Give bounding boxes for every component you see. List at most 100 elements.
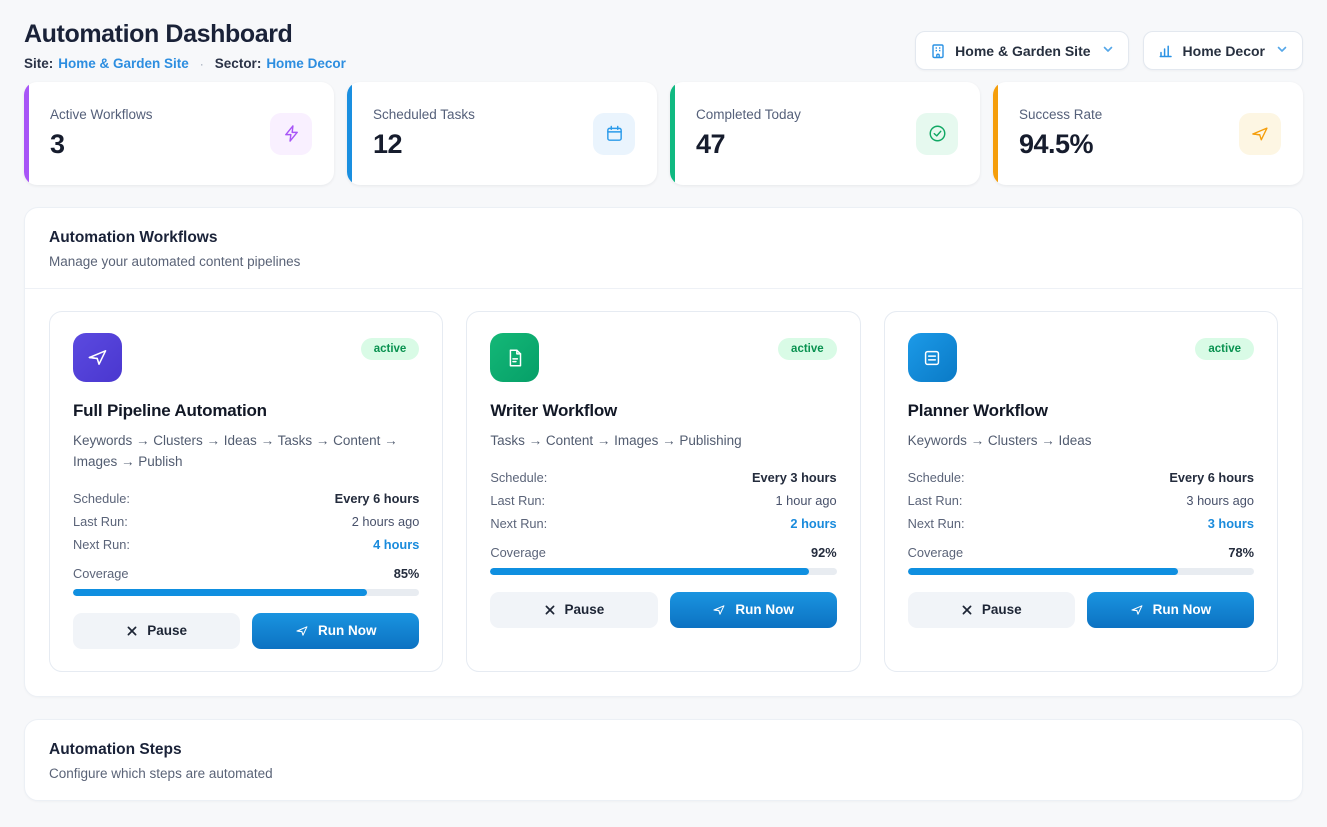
workflow-name: Planner Workflow	[907, 401, 1048, 420]
run-now-button[interactable]: Run Now	[1086, 591, 1254, 628]
schedule-row: Schedule: Every 6 hours	[908, 468, 1254, 491]
next-run-row: Next Run: 4 hours	[73, 535, 419, 558]
coverage-progress-bar	[73, 588, 420, 596]
stat-label: Completed Today	[696, 107, 801, 122]
next-run-value: 3 hours	[1207, 515, 1254, 531]
coverage-progress-fill	[73, 588, 368, 596]
calendar-icon	[593, 112, 635, 155]
pause-button[interactable]: Pause	[490, 591, 658, 628]
next-run-row: Next Run: 2 hours	[490, 514, 836, 537]
workflow-card-top: active	[907, 333, 1254, 382]
workflow-card-planner-workflow: active Planner Workflow Keywords → Clust…	[883, 311, 1278, 672]
workflow-card-writer-workflow: active Writer Workflow Tasks → Content →…	[466, 311, 861, 672]
run-now-button-label: Run Now	[1152, 602, 1212, 618]
coverage-progress-fill	[907, 567, 1178, 575]
coverage-label: Coverage	[73, 565, 129, 581]
last-run-value: 3 hours ago	[1186, 492, 1254, 508]
workflow-name: Writer Workflow	[490, 401, 618, 420]
stat-label: Success Rate	[1019, 107, 1103, 122]
next-run-label: Next Run:	[73, 536, 130, 552]
panel-subtitle: Manage your automated content pipelines	[49, 254, 301, 269]
schedule-label: Schedule:	[490, 469, 548, 485]
send-icon	[712, 603, 726, 617]
bolt-icon	[270, 112, 312, 155]
panel-body: active Full Pipeline Automation Keywords…	[25, 289, 1302, 696]
status-badge: active	[1195, 338, 1254, 360]
stat-value: 47	[696, 129, 726, 159]
breadcrumb-site-label: Site:	[24, 56, 54, 71]
stat-value: 12	[373, 129, 403, 159]
last-run-row: Last Run: 2 hours ago	[73, 512, 419, 535]
workflow-flow: Tasks → Content → Images → Publishing	[490, 433, 742, 448]
panel-subtitle: Configure which steps are automated	[49, 765, 273, 781]
panel-header: Automation Workflows Manage your automat…	[25, 208, 1302, 289]
accent-bar	[670, 82, 675, 185]
stat-label: Scheduled Tasks	[373, 107, 475, 122]
last-run-label: Last Run:	[73, 513, 128, 529]
breadcrumb-sector-link[interactable]: Home Decor	[266, 56, 346, 71]
breadcrumb-site-link[interactable]: Home & Garden Site	[58, 56, 189, 71]
schedule-label: Schedule:	[907, 469, 965, 485]
automation-steps-panel: Automation Steps Configure which steps a…	[24, 718, 1303, 801]
site-picker-label: Home & Garden Site	[955, 42, 1091, 59]
workflow-meta-rows: Schedule: Every 3 hours Last Run: 1 hour…	[490, 468, 836, 537]
list-box-icon	[907, 333, 957, 382]
coverage-header: Coverage 85%	[73, 566, 419, 581]
workflow-actions: Pause Run Now	[73, 612, 420, 649]
workflow-meta-rows: Schedule: Every 6 hours Last Run: 2 hour…	[73, 489, 419, 558]
sector-picker[interactable]: Home Decor	[1142, 31, 1303, 70]
last-run-value: 2 hours ago	[351, 513, 420, 529]
stat-body: Active Workflows 3	[50, 107, 270, 160]
pause-button-label: Pause	[147, 623, 187, 639]
pause-button[interactable]: Pause	[907, 591, 1075, 628]
schedule-value: Every 3 hours	[752, 469, 837, 485]
workflow-card-full-pipeline-automation: active Full Pipeline Automation Keywords…	[49, 311, 444, 672]
workflow-name: Full Pipeline Automation	[73, 401, 267, 420]
site-picker[interactable]: Home & Garden Site	[915, 31, 1129, 70]
check-circle-icon	[916, 112, 958, 155]
last-run-row: Last Run: 3 hours ago	[908, 491, 1254, 514]
last-run-label: Last Run:	[490, 492, 546, 508]
panel-header: Automation Steps Configure which steps a…	[25, 720, 1302, 800]
page-header: Automation Dashboard Site: Home & Garden…	[24, 0, 1303, 71]
workflow-card-top: active	[73, 333, 420, 382]
coverage-value: 92%	[811, 544, 837, 560]
page-title: Automation Dashboard	[24, 20, 293, 48]
accent-bar	[993, 82, 998, 185]
stat-value: 94.5%	[1019, 129, 1094, 159]
run-now-button[interactable]: Run Now	[669, 591, 837, 628]
accent-bar	[24, 82, 29, 185]
automation-workflows-panel: Automation Workflows Manage your automat…	[24, 207, 1303, 697]
coverage-value: 78%	[1228, 544, 1254, 560]
accent-bar	[347, 82, 352, 185]
run-now-button-label: Run Now	[318, 623, 377, 639]
send-icon	[295, 624, 309, 638]
bar-chart-icon	[1158, 43, 1174, 59]
run-now-button[interactable]: Run Now	[252, 612, 420, 649]
schedule-row: Schedule: Every 6 hours	[73, 489, 419, 512]
workflow-actions: Pause Run Now	[907, 591, 1254, 628]
next-run-row: Next Run: 3 hours	[908, 514, 1254, 537]
breadcrumb: Site: Home & Garden Site · Sector: Home …	[24, 56, 346, 71]
coverage-header: Coverage 78%	[908, 545, 1254, 560]
pause-button[interactable]: Pause	[73, 612, 241, 649]
workflow-flow: Keywords → Clusters → Ideas → Tasks → Co…	[73, 433, 398, 469]
next-run-value: 4 hours	[373, 536, 420, 552]
coverage-progress-fill	[490, 567, 809, 575]
next-run-value: 2 hours	[790, 515, 837, 531]
breadcrumb-sector-label: Sector:	[214, 56, 262, 71]
schedule-value: Every 6 hours	[1169, 469, 1254, 485]
send-icon	[73, 333, 122, 382]
run-now-button-label: Run Now	[735, 602, 794, 618]
coverage-header: Coverage 92%	[490, 545, 836, 560]
last-run-value: 1 hour ago	[775, 492, 837, 508]
stat-cards: Active Workflows 3 Scheduled Tasks 12	[24, 82, 1303, 185]
pause-button-label: Pause	[564, 602, 605, 618]
stat-body: Completed Today 47	[696, 107, 916, 160]
chevron-down-icon	[1102, 43, 1114, 58]
pause-button-label: Pause	[981, 602, 1022, 618]
stat-card-active-workflows: Active Workflows 3	[24, 82, 334, 185]
send-icon	[1239, 112, 1281, 155]
document-icon	[490, 333, 540, 382]
